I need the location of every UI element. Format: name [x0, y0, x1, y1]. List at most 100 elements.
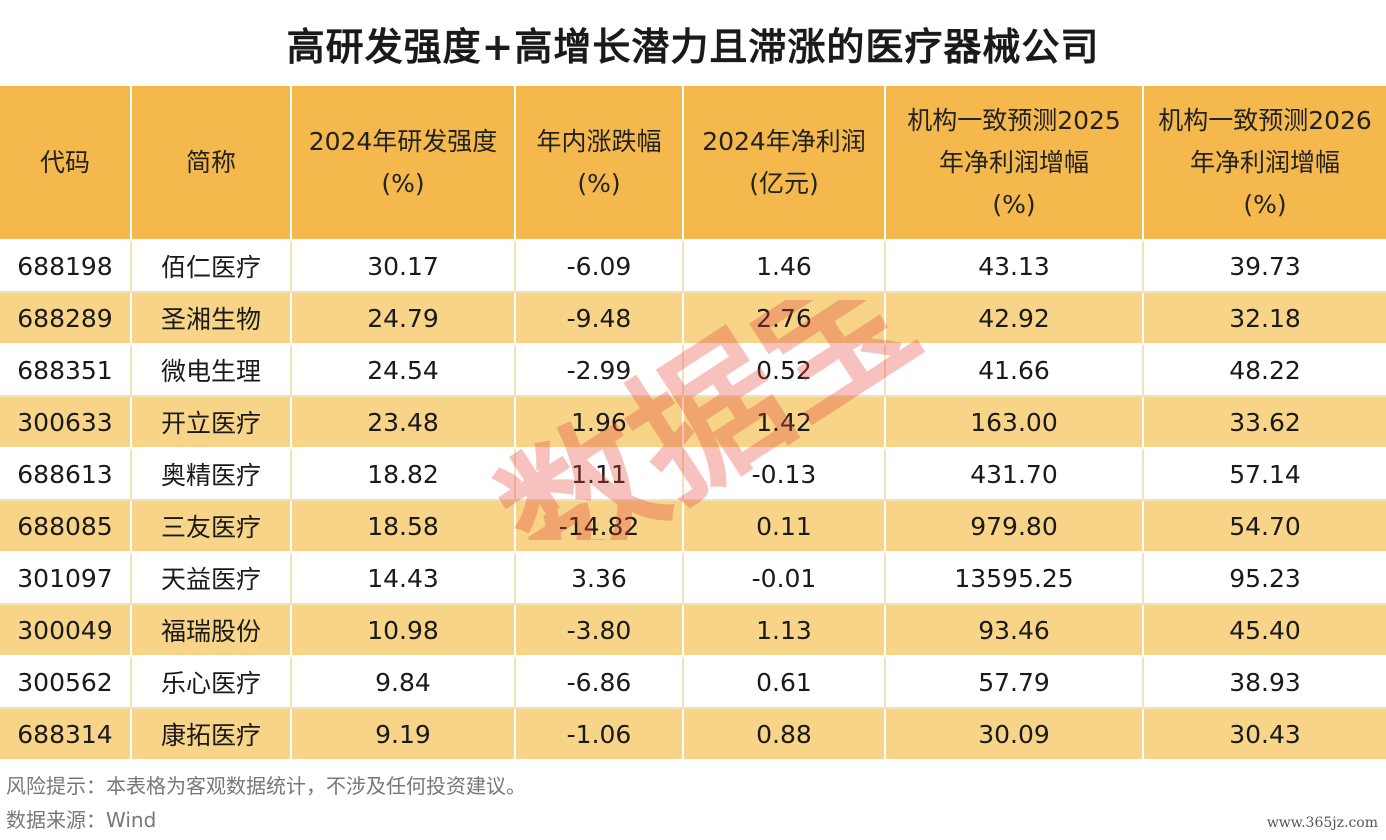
- column-header: 简称: [131, 86, 292, 241]
- table-cell: 18.58: [291, 500, 516, 553]
- table-cell: 688085: [0, 500, 132, 553]
- table-cell: 佰仁医疗: [131, 240, 292, 293]
- page-title: 高研发强度+高增长潜力且滞涨的医疗器械公司: [286, 24, 1100, 69]
- table-cell: 54.70: [1143, 500, 1386, 553]
- table-cell: 0.88: [683, 708, 886, 761]
- table-body: 688198 佰仁医疗 30.17 -6.09 1.46 43.13 39.73 688289…: [0, 240, 1386, 761]
- column-header-line: (%): [1243, 189, 1287, 219]
- table-cell: 301097: [0, 552, 132, 605]
- table-cell: 45.40: [1143, 604, 1386, 657]
- column-header-line: (亿元): [749, 168, 819, 198]
- table-cell: 0.11: [683, 500, 886, 553]
- table-cell: 57.79: [885, 656, 1144, 709]
- table-cell: 42.92: [885, 292, 1144, 345]
- table-cell: 57.14: [1143, 448, 1386, 501]
- table-cell: 688351: [0, 344, 132, 397]
- table-cell: 688314: [0, 708, 132, 761]
- table-cell: 1.46: [683, 240, 886, 293]
- table-row: 300633 开立医疗 23.48 1.96 1.42 163.00 33.62: [0, 396, 1386, 449]
- table-cell: 13595.25: [885, 552, 1144, 605]
- table-cell: 14.43: [291, 552, 516, 605]
- table-cell: 0.61: [683, 656, 886, 709]
- table-row: 688289 圣湘生物 24.79 -9.48 2.76 42.92 32.18: [0, 292, 1386, 345]
- table-cell: 48.22: [1143, 344, 1386, 397]
- table-header-row: 代码 简称 2024年研发强度 (%) 年内涨跌幅 (%) 2024年净利润 (亿元) 机构一致…: [0, 86, 1386, 241]
- table-cell: 93.46: [885, 604, 1144, 657]
- table-cell: -3.80: [515, 604, 684, 657]
- table-cell: 38.93: [1143, 656, 1386, 709]
- table-cell: 天益医疗: [131, 552, 292, 605]
- table-cell: -9.48: [515, 292, 684, 345]
- table-cell: 2.76: [683, 292, 886, 345]
- table-cell: 开立医疗: [131, 396, 292, 449]
- table-cell: 688613: [0, 448, 132, 501]
- column-header-line: 代码: [39, 147, 90, 177]
- table-cell: 41.66: [885, 344, 1144, 397]
- column-header: 机构一致预测2025 年净利润增幅 (%): [885, 86, 1144, 241]
- table-row: 688613 奥精医疗 18.82 1.11 -0.13 431.70 57.14: [0, 448, 1386, 501]
- column-header-line: 2024年净利润: [702, 126, 866, 156]
- table-cell: 33.62: [1143, 396, 1386, 449]
- table-cell: 688289: [0, 292, 132, 345]
- table-cell: -2.99: [515, 344, 684, 397]
- table-cell: 奥精医疗: [131, 448, 292, 501]
- table-cell: 9.19: [291, 708, 516, 761]
- table-cell: 300049: [0, 604, 132, 657]
- column-header-line: 简称: [185, 147, 236, 177]
- table-row: 688198 佰仁医疗 30.17 -6.09 1.46 43.13 39.73: [0, 240, 1386, 293]
- table-cell: 300633: [0, 396, 132, 449]
- table-cell: 圣湘生物: [131, 292, 292, 345]
- table-row: 688085 三友医疗 18.58 -14.82 0.11 979.80 54.70: [0, 500, 1386, 553]
- column-header-line: 年内涨跌幅: [536, 126, 662, 156]
- table-cell: 9.84: [291, 656, 516, 709]
- table-cell: 10.98: [291, 604, 516, 657]
- table-cell: 32.18: [1143, 292, 1386, 345]
- table-cell: 95.23: [1143, 552, 1386, 605]
- table-cell: -0.01: [683, 552, 886, 605]
- risk-disclaimer: 风险提示：本表格为客观数据统计，不涉及任何投资建议。: [6, 774, 526, 798]
- table-cell: 431.70: [885, 448, 1144, 501]
- table-cell: 三友医疗: [131, 500, 292, 553]
- column-header-line: 机构一致预测2026: [1158, 105, 1372, 135]
- table-cell: 688198: [0, 240, 132, 293]
- table-cell: -0.13: [683, 448, 886, 501]
- data-table: 代码 简称 2024年研发强度 (%) 年内涨跌幅 (%) 2024年净利润 (亿元) 机构一致…: [0, 86, 1386, 761]
- column-header: 机构一致预测2026 年净利润增幅 (%): [1143, 86, 1386, 241]
- column-header-line: 2024年研发强度: [308, 126, 498, 156]
- column-header-line: (%): [992, 189, 1036, 219]
- column-header: 2024年研发强度 (%): [291, 86, 516, 241]
- table-row: 301097 天益医疗 14.43 3.36 -0.01 13595.25 95.23: [0, 552, 1386, 605]
- table-cell: 300562: [0, 656, 132, 709]
- table-cell: -6.86: [515, 656, 684, 709]
- table-row: 688351 微电生理 24.54 -2.99 0.52 41.66 48.22: [0, 344, 1386, 397]
- table-cell: 0.52: [683, 344, 886, 397]
- table-cell: 23.48: [291, 396, 516, 449]
- table-row: 688314 康拓医疗 9.19 -1.06 0.88 30.09 30.43: [0, 708, 1386, 761]
- table-cell: 43.13: [885, 240, 1144, 293]
- table-cell: 福瑞股份: [131, 604, 292, 657]
- table-cell: 24.79: [291, 292, 516, 345]
- column-header: 2024年净利润 (亿元): [683, 86, 886, 241]
- table-cell: 30.09: [885, 708, 1144, 761]
- table-cell: 乐心医疗: [131, 656, 292, 709]
- table-cell: 979.80: [885, 500, 1144, 553]
- column-header-line: (%): [381, 168, 425, 198]
- table-cell: 30.43: [1143, 708, 1386, 761]
- table-cell: 30.17: [291, 240, 516, 293]
- site-watermark: www.365jz.com: [1266, 815, 1378, 831]
- column-header: 年内涨跌幅 (%): [515, 86, 684, 241]
- table-row: 300049 福瑞股份 10.98 -3.80 1.13 93.46 45.40: [0, 604, 1386, 657]
- table-cell: 163.00: [885, 396, 1144, 449]
- table-cell: 24.54: [291, 344, 516, 397]
- column-header-line: 机构一致预测2025: [907, 105, 1121, 135]
- data-source: 数据来源：Wind: [6, 808, 157, 832]
- table-cell: -6.09: [515, 240, 684, 293]
- table-cell: 1.11: [515, 448, 684, 501]
- column-header-line: 年净利润增幅: [938, 147, 1089, 177]
- table-cell: 微电生理: [131, 344, 292, 397]
- table-cell: 1.13: [683, 604, 886, 657]
- table-cell: 1.42: [683, 396, 886, 449]
- table-cell: 39.73: [1143, 240, 1386, 293]
- column-header: 代码: [0, 86, 132, 241]
- table-cell: 3.36: [515, 552, 684, 605]
